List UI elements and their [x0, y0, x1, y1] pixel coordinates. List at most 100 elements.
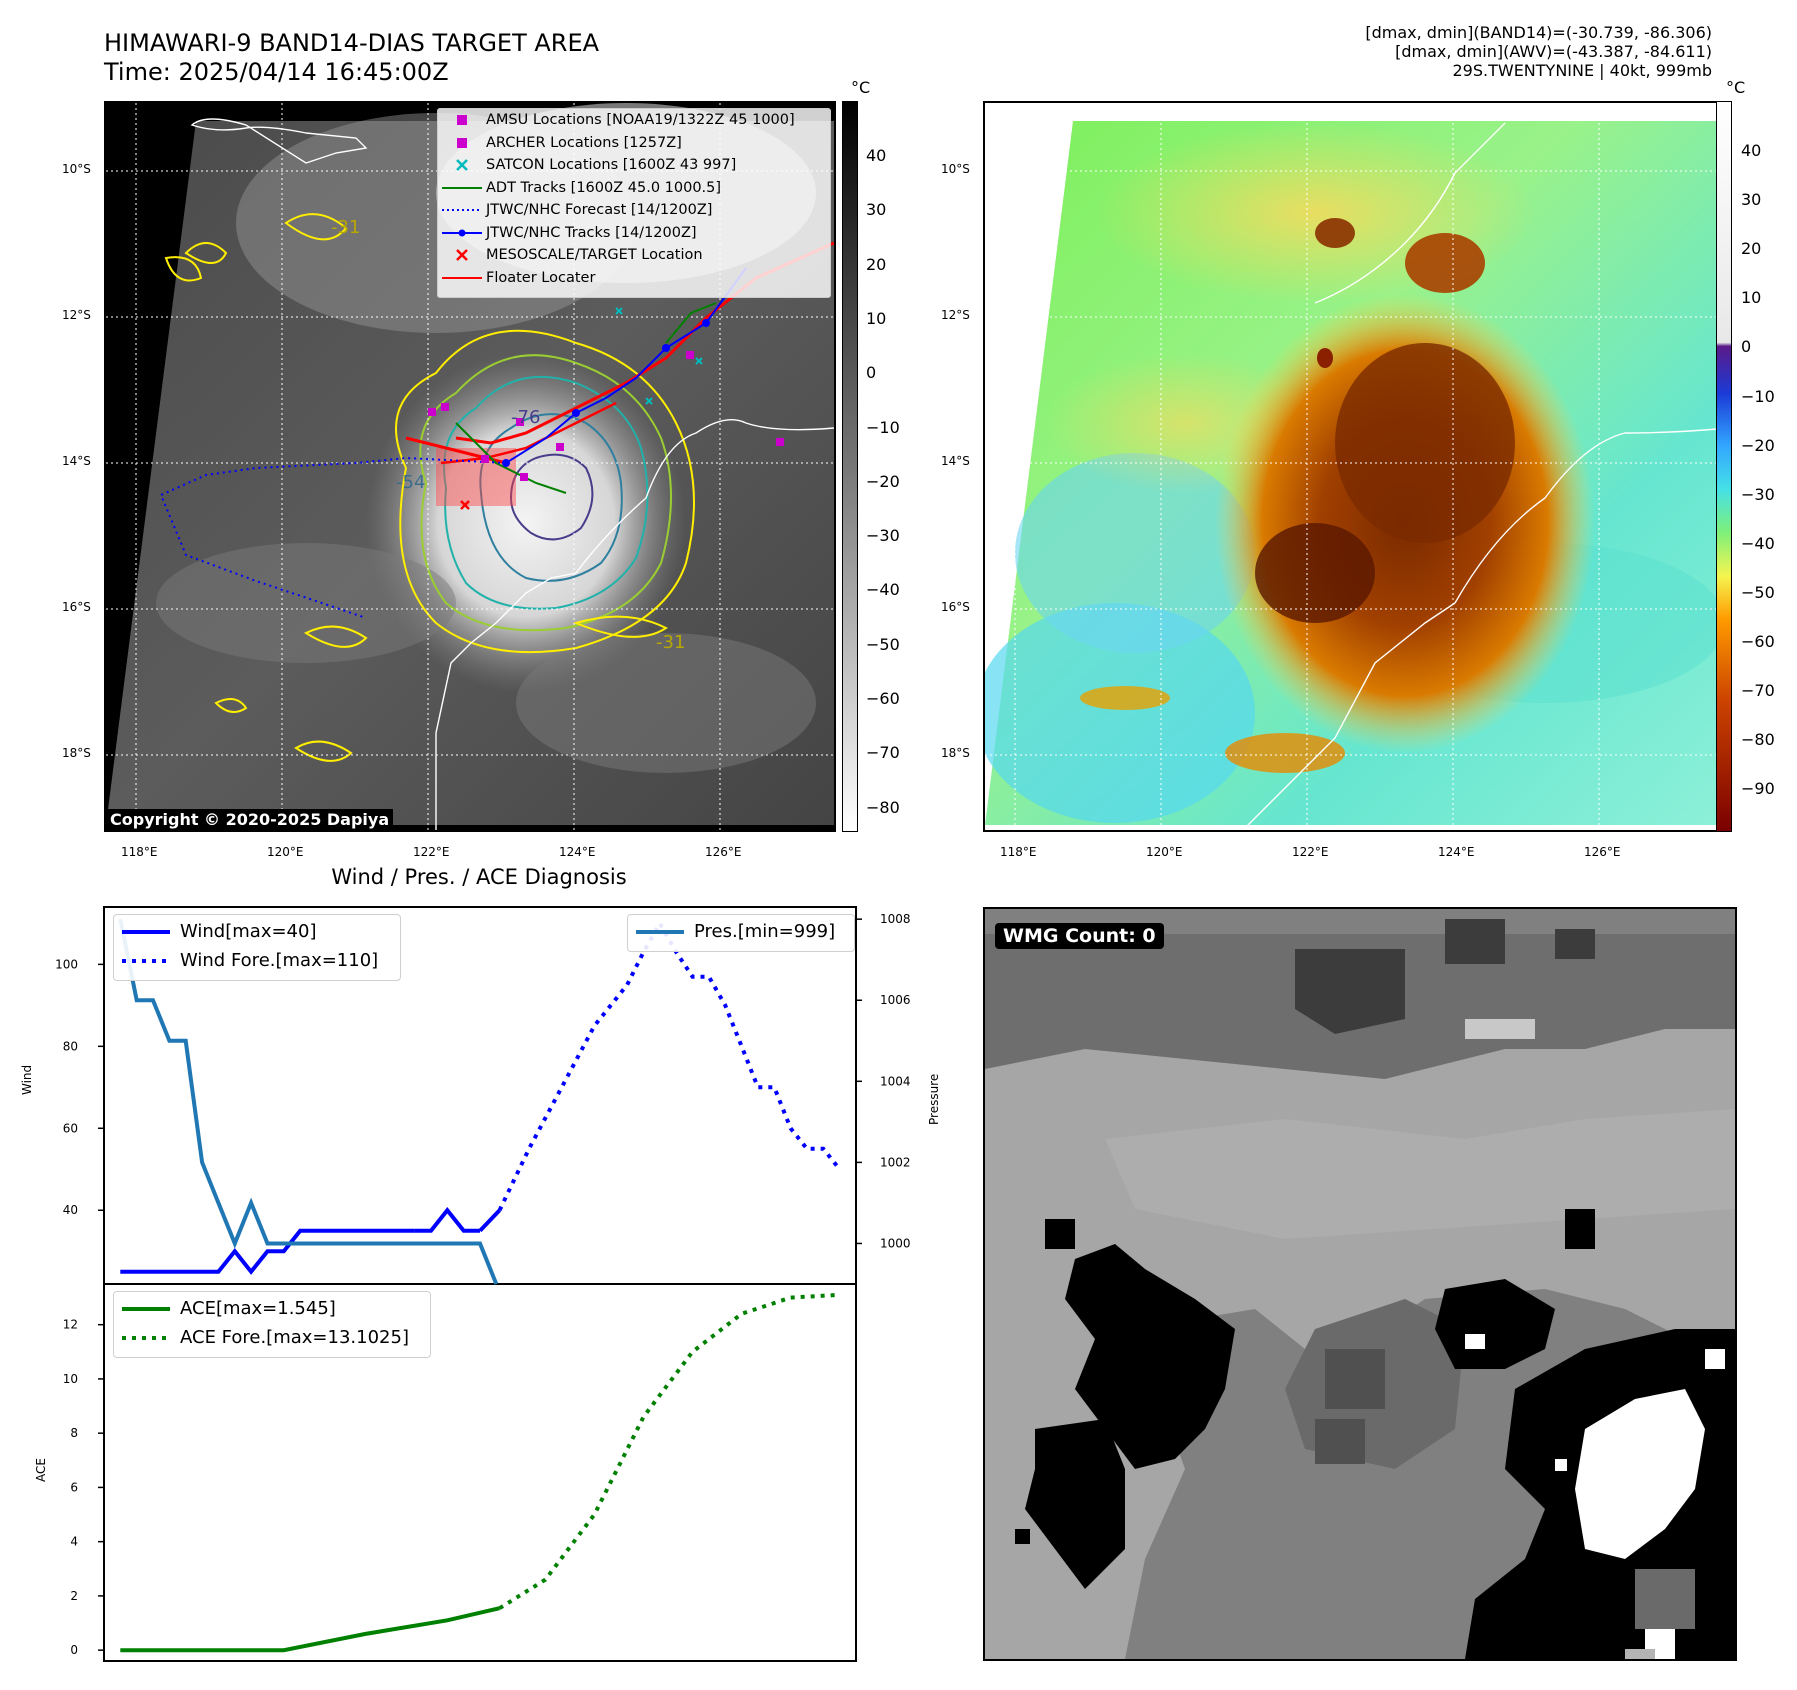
latitude-tick-label: 10°S [62, 162, 91, 176]
wmg-panel: WMG Count: 0 [983, 907, 1737, 1661]
ir-legend-item: MESOSCALE/TARGET Location [438, 244, 830, 267]
legend-key-icon [457, 115, 467, 126]
latitude-tick-label: 14°S [62, 454, 91, 468]
ir-satellite-map: -54 -76 -31 -31 AMSU Locations [NOAA19/1… [104, 101, 836, 832]
colorbar-tick-label: −50 [1741, 582, 1775, 602]
colorbar-tick-label: 30 [866, 200, 887, 220]
wind-series-line [414, 1206, 480, 1233]
longitude-tick-label: 120°E [267, 845, 304, 859]
pressure-tick-label: 1000 [880, 1236, 911, 1250]
colorbar-tick-label: −60 [1741, 632, 1775, 651]
ace-series-line [120, 1606, 501, 1653]
colorbar-tick-label: 40 [866, 146, 887, 165]
wind-tick-label: 40 [63, 1203, 78, 1217]
pressure-series-line [118, 918, 499, 1285]
latitude-tick-label: 18°S [941, 746, 970, 760]
wind-axis-label: Wind [20, 1064, 34, 1095]
colorbar-tick-label: 30 [1741, 190, 1762, 210]
legend-label: JTWC/NHC Tracks [14/1200Z] [486, 224, 697, 241]
ace-tick-label: 6 [70, 1480, 78, 1494]
ace-axis-label: ACE [34, 1458, 48, 1482]
ace-legend: ACE[max=1.545] ACE Fore.[max=13.1025] [113, 1291, 431, 1358]
legend-key-icon [442, 276, 482, 279]
pressure-tick-label: 1002 [880, 1155, 911, 1169]
pressure-axis-label: Pressure [927, 1073, 941, 1125]
longitude-tick-label: 118°E [121, 845, 158, 859]
latitude-tick-label: 10°S [941, 162, 970, 176]
colorbar-tick-label: −50 [866, 634, 900, 654]
colorbar-tick-label: 0 [1741, 337, 1752, 357]
legend-label: ARCHER Locations [1257Z] [486, 134, 682, 151]
wind-tick-label: 80 [63, 1039, 78, 1053]
legend-label: ADT Tracks [1600Z 45.0 1000.5] [486, 179, 722, 196]
awv-colorbar [1716, 101, 1732, 832]
ace-tick-label: 10 [63, 1372, 78, 1386]
colorbar-tick-label: 10 [866, 308, 887, 328]
wind-series-line [478, 1208, 502, 1233]
ir-legend-item: ARCHER Locations [1257Z] [438, 132, 830, 155]
latitude-tick-label: 12°S [62, 308, 91, 322]
pressure-tick-label: 1008 [880, 912, 911, 926]
colorbar-tick-label: −40 [1741, 533, 1775, 553]
ir-legend-item: ADT Tracks [1600Z 45.0 1000.5] [438, 177, 830, 200]
ir-map-legend: AMSU Locations [NOAA19/1322Z 45 1000] ARC… [437, 108, 831, 298]
longitude-tick-label: 126°E [1584, 845, 1621, 859]
colorbar-tick-label: −70 [1741, 681, 1775, 701]
legend-wind-forecast: Wind Fore.[max=110] [122, 950, 379, 971]
contour-label: -76 [511, 407, 540, 428]
pressure-legend: Pres.[min=999] [627, 914, 855, 952]
wind-series-line [120, 1228, 415, 1275]
colorbar-tick-label: 40 [1741, 141, 1762, 160]
longitude-tick-label: 118°E [1000, 845, 1037, 859]
legend-wind: Wind[max=40] [122, 921, 317, 942]
awv-satellite-map [983, 101, 1731, 832]
legend-label: JTWC/NHC Forecast [14/1200Z] [486, 202, 713, 218]
legend-pressure: Pres.[min=999] [636, 921, 836, 942]
legend-label: AMSU Locations [NOAA19/1322Z 45 1000] [486, 112, 795, 128]
wind-legend: Wind[max=40] Wind Fore.[max=110] [113, 914, 401, 981]
colorbar-tick-label: −60 [866, 689, 900, 708]
info-awv-range: [dmax, dmin](AWV)=(-43.387, -84.611) [1395, 42, 1712, 61]
wind-forecast-series-line [497, 919, 842, 1212]
awv-colorbar-unit: °C [1726, 78, 1746, 97]
ir-colorbar-unit: °C [851, 78, 871, 97]
legend-label: Floater Locater [486, 269, 596, 286]
ace-forecast-series-line [498, 1292, 840, 1610]
colorbar-tick-label: −40 [866, 580, 900, 600]
info-band14-range: [dmax, dmin](BAND14)=(-30.739, -86.306) [1365, 23, 1712, 42]
ir-legend-item: JTWC/NHC Forecast [14/1200Z] [438, 199, 830, 222]
colorbar-tick-label: −30 [866, 526, 900, 546]
latitude-tick-label: 14°S [941, 454, 970, 468]
panel-title: HIMAWARI-9 BAND14-DIAS TARGET AREA [104, 29, 600, 57]
ir-legend-item: Floater Locater [438, 267, 830, 290]
longitude-tick-label: 126°E [705, 845, 742, 859]
colorbar-tick-label: 20 [1741, 239, 1762, 259]
colorbar-tick-label: 0 [866, 363, 877, 383]
ace-tick-label: 0 [70, 1643, 78, 1657]
panel-time: Time: 2025/04/14 16:45:00Z [104, 58, 449, 86]
longitude-tick-label: 122°E [413, 845, 450, 859]
legend-key-icon [442, 186, 482, 189]
ace-tick-label: 4 [70, 1535, 78, 1549]
longitude-tick-label: 122°E [1292, 845, 1329, 859]
pressure-tick-label: 1004 [880, 1074, 911, 1088]
legend-key-icon [456, 159, 468, 172]
colorbar-tick-label: −70 [866, 743, 900, 763]
latitude-tick-label: 16°S [941, 600, 970, 614]
legend-key-icon [456, 249, 468, 262]
longitude-tick-label: 120°E [1146, 845, 1183, 859]
pressure-tick-label: 1006 [880, 993, 911, 1007]
wind-tick-label: 60 [63, 1121, 78, 1135]
colorbar-tick-label: −20 [866, 471, 900, 491]
legend-key-icon [442, 229, 482, 237]
colorbar-tick-label: −10 [866, 417, 900, 437]
colorbar-tick-label: −20 [1741, 435, 1775, 455]
ace-tick-label: 8 [70, 1426, 78, 1440]
colorbar-tick-label: −80 [1741, 730, 1775, 750]
latitude-tick-label: 18°S [62, 746, 91, 760]
wmg-canvas [985, 909, 1735, 1659]
ir-colorbar [842, 101, 858, 832]
ace-tick-label: 2 [70, 1589, 78, 1603]
colorbar-tick-label: 20 [866, 254, 887, 274]
